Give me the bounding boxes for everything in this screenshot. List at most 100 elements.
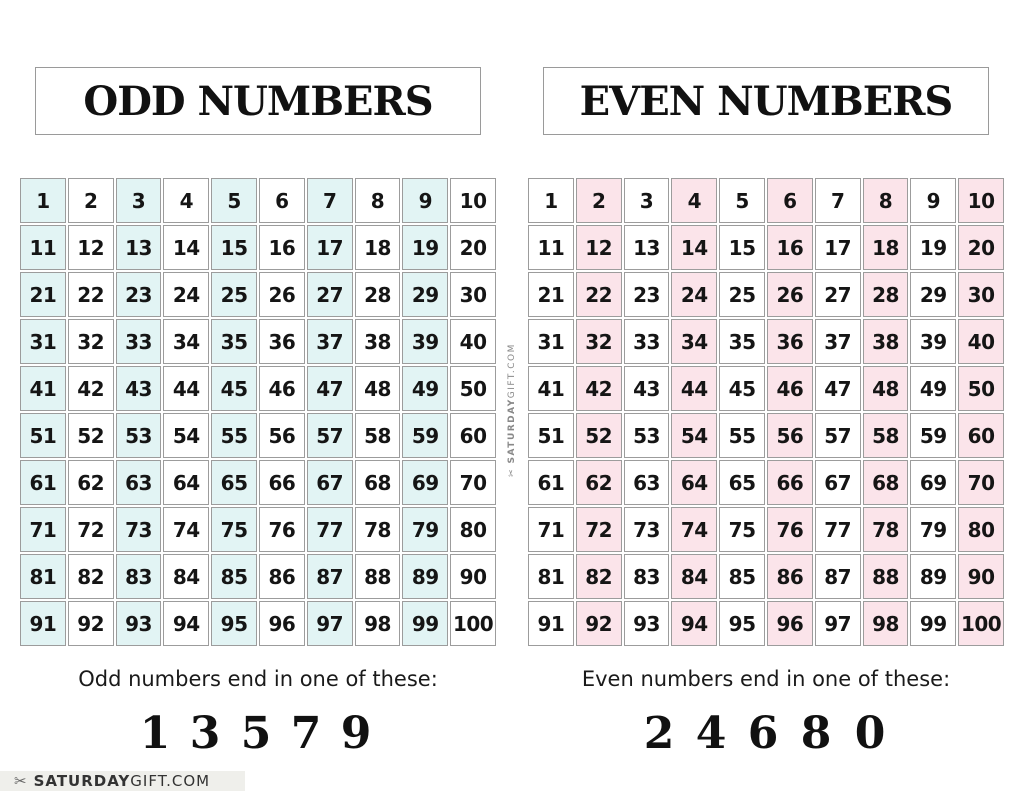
number-cell: 68 — [862, 460, 909, 505]
number-cell: 51 — [528, 413, 574, 458]
number-cell: 54 — [671, 413, 718, 458]
number-cell: 87 — [306, 554, 353, 599]
number-cell: 53 — [115, 413, 162, 458]
number-cell: 29 — [910, 272, 957, 317]
number-cell: 79 — [910, 507, 957, 552]
number-cell: 65 — [211, 460, 257, 505]
number-cell: 62 — [67, 460, 114, 505]
number-cell: 87 — [814, 554, 861, 599]
number-cell: 75 — [719, 507, 765, 552]
number-cell: 94 — [163, 601, 210, 646]
number-cell: 53 — [623, 413, 670, 458]
number-cell: 12 — [575, 225, 622, 270]
number-cell: 32 — [67, 319, 114, 364]
number-cell: 13 — [623, 225, 670, 270]
number-cell: 92 — [67, 601, 114, 646]
number-cell: 15 — [719, 225, 765, 270]
number-cell: 82 — [575, 554, 622, 599]
number-cell: 71 — [528, 507, 574, 552]
number-cell: 79 — [402, 507, 449, 552]
number-cell: 55 — [719, 413, 765, 458]
number-cell: 23 — [115, 272, 162, 317]
number-cell: 50 — [958, 366, 1004, 411]
number-cell: 59 — [402, 413, 449, 458]
odd-caption: Odd numbers end in one of these: — [78, 667, 438, 691]
number-cell: 6 — [766, 178, 813, 223]
number-cell: 56 — [258, 413, 305, 458]
number-cell: 43 — [115, 366, 162, 411]
number-cell: 35 — [719, 319, 765, 364]
number-cell: 19 — [402, 225, 449, 270]
number-cell: 7 — [814, 178, 861, 223]
number-cell: 62 — [575, 460, 622, 505]
number-cell: 14 — [163, 225, 210, 270]
number-cell: 24 — [163, 272, 210, 317]
number-cell: 26 — [766, 272, 813, 317]
odd-numbers-title: ODD NUMBERS — [35, 67, 481, 135]
number-cell: 46 — [766, 366, 813, 411]
number-cell: 67 — [814, 460, 861, 505]
odd-digit: 7 — [290, 708, 322, 759]
saturdaygift-watermark: ✂ SATURDAY GIFT.COM — [0, 771, 245, 791]
number-cell: 65 — [719, 460, 765, 505]
number-cell: 9 — [910, 178, 957, 223]
number-cell: 11 — [20, 225, 66, 270]
number-cell: 89 — [910, 554, 957, 599]
number-cell: 91 — [20, 601, 66, 646]
even-digit: 8 — [800, 708, 832, 759]
number-cell: 39 — [402, 319, 449, 364]
number-cell: 73 — [115, 507, 162, 552]
number-cell: 6 — [258, 178, 305, 223]
number-cell: 98 — [862, 601, 909, 646]
number-cell: 4 — [671, 178, 718, 223]
number-cell: 31 — [20, 319, 66, 364]
number-cell: 75 — [211, 507, 257, 552]
number-cell: 89 — [402, 554, 449, 599]
number-cell: 61 — [528, 460, 574, 505]
number-cell: 74 — [163, 507, 210, 552]
number-cell: 55 — [211, 413, 257, 458]
number-cell: 84 — [163, 554, 210, 599]
number-cell: 100 — [958, 601, 1004, 646]
number-cell: 8 — [862, 178, 909, 223]
number-cell: 39 — [910, 319, 957, 364]
number-cell: 88 — [862, 554, 909, 599]
number-cell: 95 — [211, 601, 257, 646]
number-cell: 70 — [450, 460, 496, 505]
number-cell: 29 — [402, 272, 449, 317]
number-cell: 30 — [450, 272, 496, 317]
number-cell: 27 — [306, 272, 353, 317]
number-cell: 80 — [450, 507, 496, 552]
number-cell: 42 — [575, 366, 622, 411]
number-cell: 58 — [862, 413, 909, 458]
number-cell: 95 — [719, 601, 765, 646]
number-cell: 12 — [67, 225, 114, 270]
number-cell: 63 — [623, 460, 670, 505]
number-cell: 43 — [623, 366, 670, 411]
number-cell: 3 — [623, 178, 670, 223]
number-cell: 82 — [67, 554, 114, 599]
number-cell: 86 — [258, 554, 305, 599]
number-cell: 69 — [910, 460, 957, 505]
number-cell: 21 — [20, 272, 66, 317]
number-cell: 49 — [402, 366, 449, 411]
number-cell: 93 — [115, 601, 162, 646]
number-cell: 20 — [958, 225, 1004, 270]
number-cell: 16 — [258, 225, 305, 270]
number-cell: 19 — [910, 225, 957, 270]
number-cell: 33 — [623, 319, 670, 364]
number-cell: 59 — [910, 413, 957, 458]
even-digit: 6 — [747, 708, 779, 759]
number-cell: 26 — [258, 272, 305, 317]
number-cell: 28 — [862, 272, 909, 317]
number-cell: 86 — [766, 554, 813, 599]
number-cell: 63 — [115, 460, 162, 505]
number-cell: 57 — [814, 413, 861, 458]
number-cell: 33 — [115, 319, 162, 364]
number-cell: 3 — [115, 178, 162, 223]
number-cell: 20 — [450, 225, 496, 270]
number-cell: 5 — [719, 178, 765, 223]
number-cell: 38 — [862, 319, 909, 364]
number-cell: 9 — [402, 178, 449, 223]
number-cell: 34 — [671, 319, 718, 364]
